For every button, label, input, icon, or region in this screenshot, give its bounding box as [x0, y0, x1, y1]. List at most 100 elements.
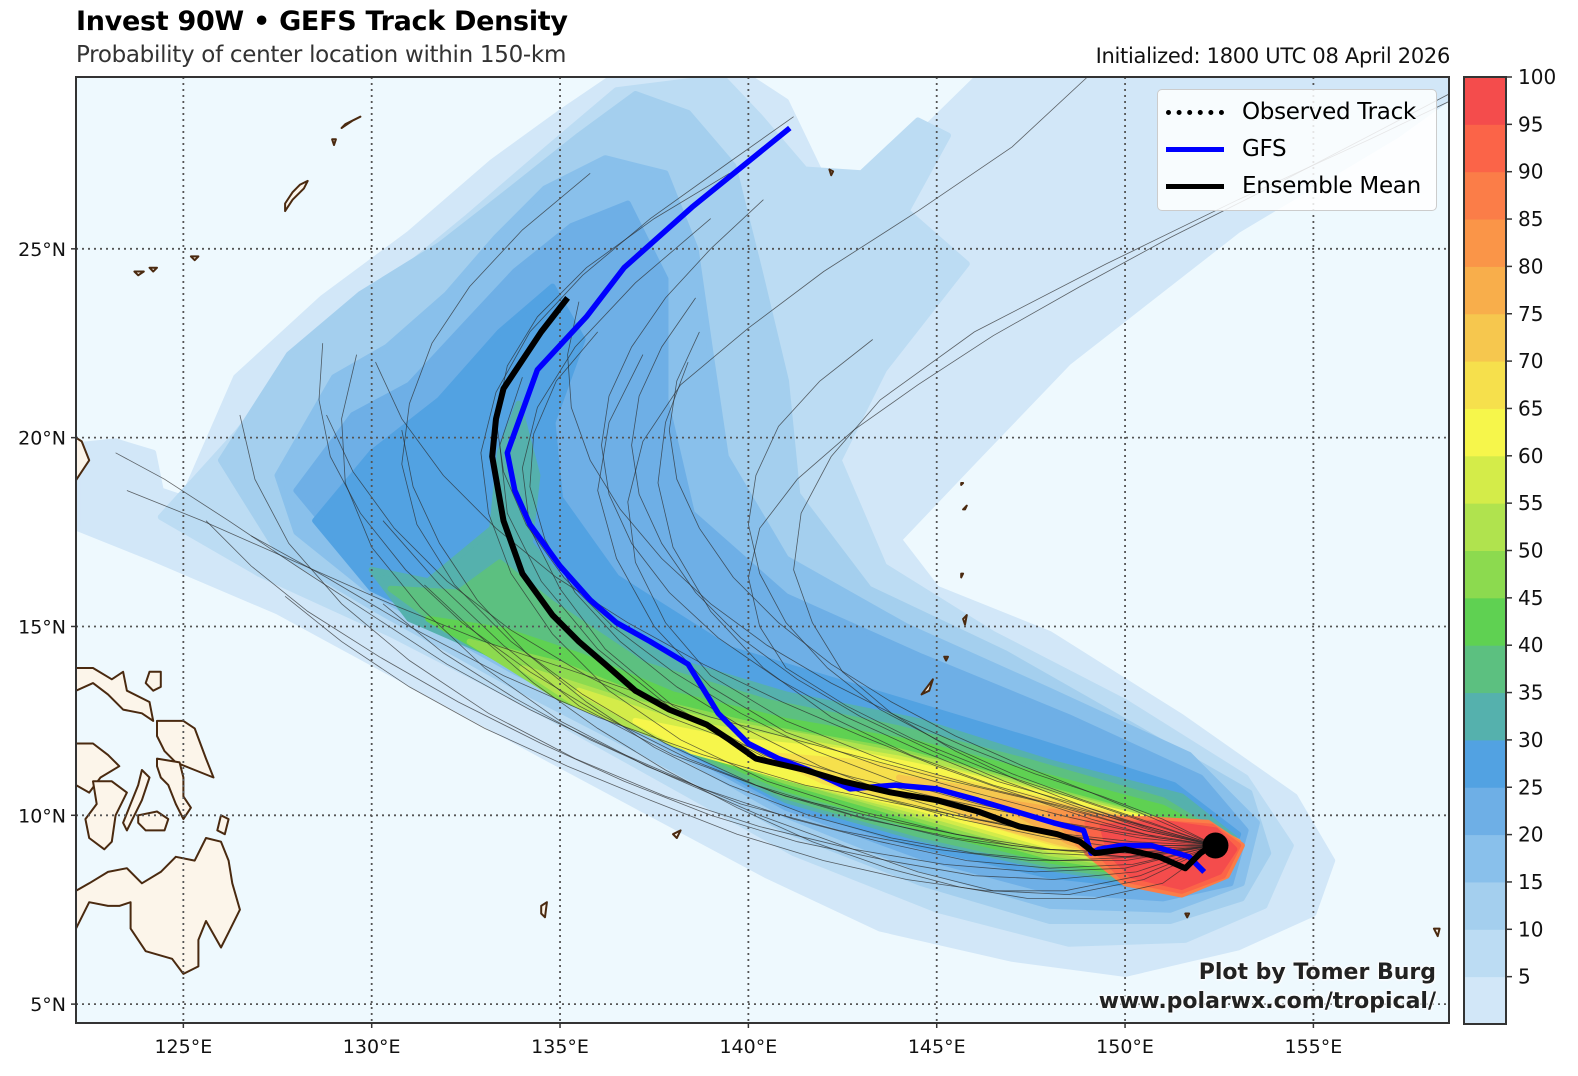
ensemble-member-track: [631, 297, 1216, 846]
land-bohol: [137, 810, 170, 832]
land-palau: [540, 901, 548, 919]
x-tick-label: 150°E: [1096, 1036, 1154, 1058]
colorbar-segment-45: [1464, 550, 1506, 599]
colorbar-segment-80: [1464, 219, 1506, 267]
ensemble-member-track: [793, 101, 1449, 846]
colorbar-tick-label: 95: [1518, 112, 1543, 136]
x-tick-label: 125°E: [154, 1036, 212, 1058]
colorbar-segment-70: [1464, 313, 1506, 362]
colorbar-tick-label: 75: [1518, 302, 1543, 326]
colorbar-segment-60: [1464, 408, 1506, 457]
ensemble-member-track: [601, 199, 1216, 846]
y-tick-label: 15°N: [18, 616, 66, 638]
colorbar-tick-label: 10: [1518, 917, 1543, 941]
legend-label: Ensemble Mean: [1242, 173, 1421, 199]
colorbar-segment-90: [1464, 124, 1506, 173]
ensemble-mean-track: [489, 296, 1214, 872]
land-ishigaki: [148, 266, 158, 273]
colorbar-tick-label: 35: [1518, 681, 1543, 705]
land-saipan: [962, 614, 968, 626]
legend: Observed Track GFS Ensemble Mean: [1157, 89, 1437, 211]
ensemble-member-track: [284, 595, 1216, 892]
x-tick-label: 130°E: [343, 1036, 401, 1058]
ensemble-member-track: [318, 343, 1216, 854]
x-tick-label: 140°E: [719, 1036, 777, 1058]
ensemble-member-track: [205, 520, 1216, 880]
colorbar-tick-label: 20: [1518, 823, 1543, 847]
ensemble-member-track: [424, 584, 1216, 899]
legend-label: Observed Track: [1242, 99, 1416, 125]
colorbar-tick-label: 45: [1518, 586, 1543, 610]
land-cebu: [122, 769, 151, 832]
colorbar-segment-0: [1464, 976, 1506, 1025]
gridlines: [76, 77, 1449, 1023]
colorbar-tick-label: 70: [1518, 349, 1543, 373]
ensemble-member-track: [382, 520, 1216, 858]
land-chuuk-west: [1184, 912, 1191, 919]
land-panay: [76, 742, 121, 794]
ensemble-member-track: [657, 361, 1216, 846]
land-leyte: [156, 757, 192, 821]
land-samar: [156, 719, 215, 779]
land-tokunoshima: [331, 138, 337, 146]
land-agrihan: [960, 482, 965, 486]
initialized-time: Initialized: 1800 UTC 08 April 2026: [1095, 44, 1451, 68]
colorbar-tick-label: 80: [1518, 254, 1543, 278]
gfs-track-swatch: [1166, 146, 1224, 152]
land-amami: [340, 115, 362, 129]
current-position-marker: [1202, 832, 1229, 859]
credit-url: www.polarwx.com/tropical/: [1098, 989, 1436, 1014]
legend-label: GFS: [1242, 136, 1287, 162]
x-tick-label: 145°E: [908, 1036, 966, 1058]
ensemble-member-track: [747, 93, 1449, 846]
colorbar-segment-15: [1464, 834, 1506, 883]
density-field: [76, 77, 1449, 977]
ensemble-member-track: [627, 77, 1216, 846]
x-tick-label: 155°E: [1285, 1036, 1343, 1058]
colorbar-segment-20: [1464, 787, 1506, 836]
colorbar-segment-55: [1464, 455, 1506, 504]
land-pagan: [962, 504, 968, 511]
land-pohnpei: [1432, 927, 1441, 938]
legend-item-observed: Observed Track: [1166, 95, 1416, 129]
x-tick-label: 135°E: [531, 1036, 589, 1058]
y-tick-label: 5°N: [30, 994, 66, 1016]
legend-item-gfs: GFS: [1166, 132, 1287, 166]
ensemble-member-track: [401, 172, 1216, 858]
colorbar-tick-label: 50: [1518, 539, 1543, 563]
y-tick-label: 20°N: [18, 428, 66, 450]
chart-subtitle: Probability of center location within 15…: [76, 42, 567, 68]
colorbar-segment-95: [1464, 77, 1506, 125]
colorbar-segment-5: [1464, 929, 1506, 978]
land-guam: [920, 678, 934, 696]
colorbar-segment-10: [1464, 881, 1506, 930]
colorbar-tick-label: 40: [1518, 633, 1543, 657]
plot-frame: [75, 76, 1450, 1024]
colorbar-segment-30: [1464, 692, 1506, 741]
land-yap: [672, 829, 682, 839]
colorbar-tick-label: 30: [1518, 728, 1543, 752]
chart-title: Invest 90W • GEFS Track Density: [76, 6, 568, 37]
land-marcus: [828, 168, 835, 177]
land-mindanao: [76, 837, 241, 975]
colorbar-tick-label: 5: [1518, 965, 1531, 989]
land-luzon-north: [76, 436, 91, 500]
land-iriomote: [133, 270, 145, 277]
ensemble-member-track: [567, 301, 1216, 846]
ensemble-member-track: [521, 218, 1216, 850]
land-miyako: [189, 255, 200, 262]
colorbar-segment-65: [1464, 361, 1506, 409]
colorbar: 5 10 15 20 25 30 35 40 45 50 55 60 65 70 75 80 85 90 95 100: [1463, 65, 1556, 1025]
land-catanduanes: [144, 670, 162, 692]
ensemble-mean-swatch: [1166, 183, 1224, 189]
ensemble-member-track: [239, 414, 1216, 873]
colorbar-tick-label: 65: [1518, 396, 1543, 420]
colorbar-tick-label: 15: [1518, 870, 1543, 894]
land-anatahan: [960, 572, 965, 579]
colorbar-segment-50: [1464, 503, 1506, 551]
ensemble-member-track: [382, 603, 1216, 896]
axis-ticks: 125°E 130°E 135°E 140°E 145°E 150°E 155°E 5°N 10…: [18, 239, 1342, 1058]
colorbar-segment-35: [1464, 645, 1506, 694]
credit-author: Plot by Tomer Burg: [1198, 960, 1436, 985]
